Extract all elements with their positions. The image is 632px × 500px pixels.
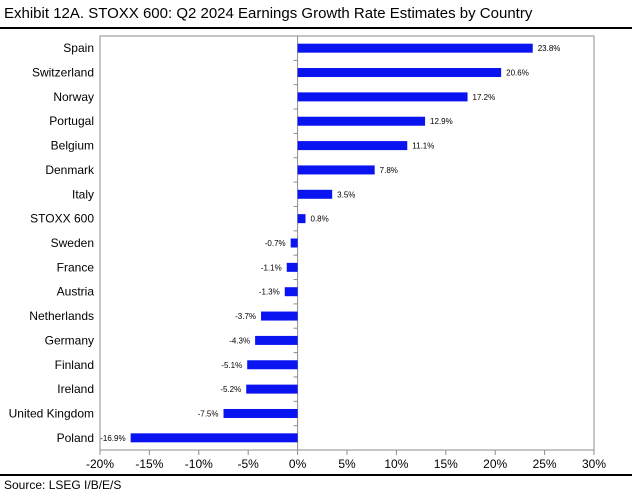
category-label: Ireland — [57, 382, 94, 396]
bar — [297, 141, 408, 151]
category-label: France — [57, 260, 95, 274]
category-label: Denmark — [45, 163, 95, 177]
category-label: Germany — [45, 333, 94, 347]
data-label: -4.3% — [229, 336, 250, 345]
category-label: United Kingdom — [9, 406, 94, 420]
bar — [297, 92, 468, 102]
bar — [130, 433, 298, 443]
category-label: Netherlands — [29, 309, 94, 323]
category-label: Switzerland — [32, 66, 94, 80]
category-label: STOXX 600 — [30, 212, 94, 226]
bar — [297, 68, 502, 78]
bar — [223, 408, 298, 418]
x-tick-label: 15% — [434, 457, 458, 471]
bar — [247, 360, 298, 370]
category-label: Portugal — [49, 114, 94, 128]
data-label: -0.7% — [265, 239, 286, 248]
x-tick-label: -20% — [86, 457, 114, 471]
category-label: Finland — [55, 358, 94, 372]
bar — [261, 311, 298, 321]
title-divider — [0, 27, 632, 29]
x-tick-label: 25% — [533, 457, 557, 471]
category-label: Norway — [53, 90, 94, 104]
bar — [290, 238, 298, 248]
source-note: Source: LSEG I/B/E/S — [4, 478, 122, 492]
bar — [284, 287, 298, 297]
data-label: -5.1% — [221, 361, 242, 370]
data-label: -5.2% — [220, 385, 241, 394]
bar — [297, 116, 426, 126]
x-tick-label: 10% — [384, 457, 408, 471]
bar — [297, 189, 333, 199]
chart-title: Exhibit 12A. STOXX 600: Q2 2024 Earnings… — [4, 5, 533, 22]
data-label: 7.8% — [380, 166, 398, 175]
bar — [297, 165, 375, 175]
x-tick-label: 0% — [289, 457, 307, 471]
x-tick-label: 5% — [338, 457, 356, 471]
data-label: -16.9% — [100, 434, 125, 443]
category-label: Poland — [57, 431, 94, 445]
x-tick-label: 30% — [582, 457, 606, 471]
bar — [255, 335, 298, 345]
x-tick-label: -15% — [135, 457, 163, 471]
category-label: Austria — [57, 285, 95, 299]
data-label: 3.5% — [337, 190, 355, 199]
data-label: 12.9% — [430, 117, 453, 126]
data-label: -1.1% — [261, 263, 282, 272]
bar — [246, 384, 298, 394]
data-label: 0.8% — [311, 215, 329, 224]
source-divider — [0, 474, 632, 476]
category-label: Belgium — [51, 139, 94, 153]
bar — [286, 262, 298, 272]
data-label: -7.5% — [198, 409, 219, 418]
x-tick-label: 20% — [483, 457, 507, 471]
bar-chart: -20% -15% -10% -5% 0% 5% 10% 15% 20% 25% 30% Spain 2… — [0, 30, 632, 473]
data-label: 20.6% — [506, 69, 529, 78]
data-label: -1.3% — [259, 288, 280, 297]
chart-canvas: -20% -15% -10% -5% 0% 5% 10% 15% 20% 25% 30% Spain 2… — [9, 35, 606, 471]
bar — [297, 43, 533, 53]
data-label: 17.2% — [473, 93, 496, 102]
category-label: Spain — [63, 41, 94, 55]
data-label: 23.8% — [538, 44, 561, 53]
x-tick-label: -5% — [238, 457, 260, 471]
category-label: Italy — [72, 187, 94, 201]
data-label: -3.7% — [235, 312, 256, 321]
x-tick-label: -10% — [185, 457, 213, 471]
bar — [297, 214, 306, 224]
data-label: 11.1% — [412, 142, 434, 151]
category-label: Sweden — [51, 236, 94, 250]
